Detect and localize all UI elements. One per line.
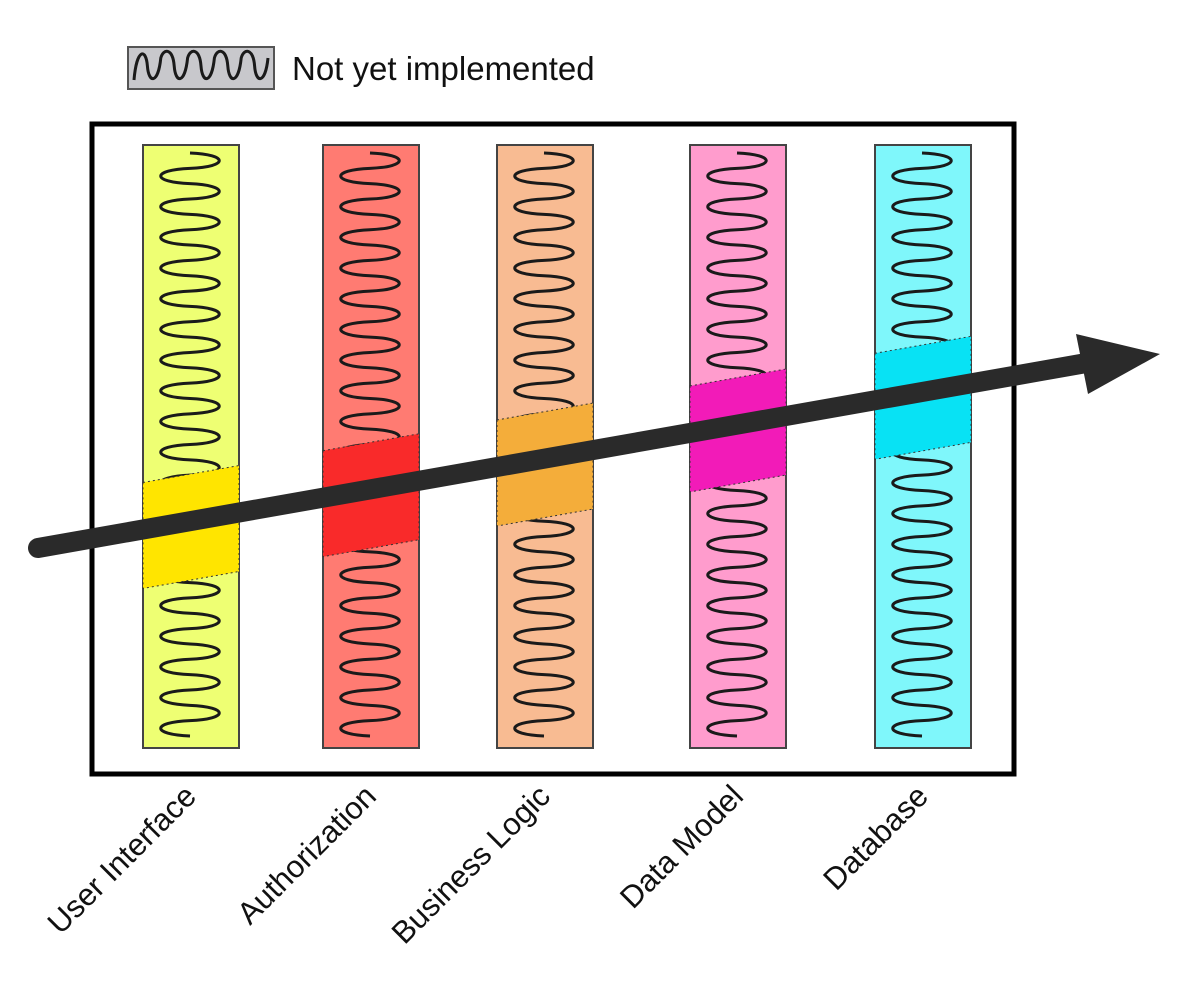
legend: Not yet implemented: [127, 46, 595, 90]
vertical-slice-arrow-head: [1076, 334, 1160, 394]
arrow-right-icon: [28, 334, 1160, 558]
label-business-logic: Business Logic: [385, 778, 557, 950]
column-squiggle-user-interface: [159, 151, 221, 738]
vertical-slice-arrow-shaft: [28, 352, 1102, 558]
label-user-interface: User Interface: [41, 778, 203, 940]
legend-squiggle-line: [132, 49, 270, 81]
label-data-model: Data Model: [613, 778, 750, 915]
label-database: Database: [816, 778, 935, 897]
column-user-interface: [142, 144, 240, 749]
legend-label: Not yet implemented: [292, 50, 595, 87]
label-authorization: Authorization: [230, 778, 383, 931]
